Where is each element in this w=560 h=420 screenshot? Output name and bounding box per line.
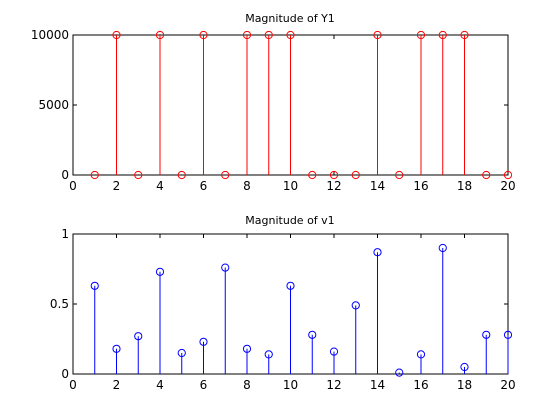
stem-marker-v1	[308, 330, 317, 339]
stem-plot-y1: Magnitude of Y1 0 2 4 6 8 10 12 14 16 18 20 0 5000 10…	[31, 12, 516, 193]
stem-marker-v1	[90, 281, 99, 290]
stem-marker-v1	[373, 248, 382, 257]
stem-marker-v1	[416, 350, 426, 359]
plot-title-y1: Magnitude of Y1	[245, 12, 335, 25]
stem-marker-v1	[242, 344, 252, 353]
stem-marker-y1	[264, 30, 273, 40]
y-tick-label-v1: 0.5	[50, 297, 69, 311]
x-tick-label-y1: 20	[500, 179, 515, 193]
x-tick-label-v1: 8	[243, 378, 251, 392]
stem-marker-v1	[351, 301, 360, 310]
stem-marker-v1	[503, 330, 513, 339]
stem-marker-v1	[286, 281, 295, 290]
x-tick-label-y1: 10	[283, 179, 298, 193]
stem-marker-y1	[221, 170, 230, 180]
x-tick-label-y1: 14	[370, 179, 385, 193]
stem-marker-y1	[482, 170, 491, 180]
x-tick-label-v1: 2	[113, 378, 121, 392]
stem-marker-v1	[264, 350, 273, 359]
stem-marker-y1	[329, 170, 339, 180]
stem-marker-v1	[460, 362, 469, 372]
stem-marker-v1	[438, 243, 447, 253]
stem-marker-v1	[134, 332, 143, 341]
x-tick-label-v1: 0	[69, 378, 77, 392]
x-tick-label-v1: 12	[326, 378, 341, 392]
stem-marker-y1	[503, 170, 513, 180]
x-tick-label-v1: 6	[200, 378, 208, 392]
stem-marker-y1	[373, 30, 382, 40]
y-tick-label-y1: 0	[61, 168, 69, 182]
stem-marker-y1	[416, 30, 426, 40]
stem-marker-y1	[177, 170, 186, 180]
stem-marker-y1	[308, 170, 317, 180]
stem-marker-v1	[199, 337, 208, 346]
x-tick-label-y1: 4	[156, 179, 164, 193]
stem-marker-y1	[395, 170, 404, 180]
stem-marker-y1	[199, 30, 208, 40]
x-tick-label-y1: 2	[113, 179, 121, 193]
stem-marker-v1	[329, 347, 339, 356]
x-tick-label-y1: 16	[413, 179, 428, 193]
plot-title-v1: Magnitude of v1	[245, 214, 334, 227]
stem-marker-v1	[112, 344, 121, 353]
stem-marker-y1	[155, 30, 165, 40]
x-tick-label-v1: 16	[413, 378, 428, 392]
stem-marker-y1	[134, 170, 143, 180]
y-tick-label-y1: 5000	[38, 98, 69, 112]
x-tick-label-y1: 12	[326, 179, 341, 193]
y-tick-label-v1: 0	[61, 367, 69, 381]
stem-marker-y1	[112, 30, 121, 40]
x-tick-label-v1: 4	[156, 378, 164, 392]
stem-plot-v1: Magnitude of v1 0 2 4 6 8 10 12 14 16 18 20 0 0.5 1	[50, 214, 516, 392]
x-tick-label-y1: 0	[69, 179, 77, 193]
stem-marker-v1	[482, 330, 491, 339]
stem-marker-y1	[460, 30, 469, 40]
x-tick-label-y1: 18	[457, 179, 472, 193]
x-tick-label-y1: 8	[243, 179, 251, 193]
stem-marker-y1	[438, 30, 447, 40]
stem-marker-v1	[395, 368, 404, 377]
x-tick-label-v1: 18	[457, 378, 472, 392]
stem-marker-y1	[351, 170, 360, 180]
stem-marker-v1	[177, 348, 186, 358]
x-tick-label-v1: 14	[370, 378, 385, 392]
stem-marker-v1	[155, 267, 165, 276]
y-tick-label-v1: 1	[61, 227, 69, 241]
stem-marker-v1	[221, 263, 230, 272]
stem-marker-y1	[286, 30, 295, 40]
x-tick-label-v1: 20	[500, 378, 515, 392]
x-tick-label-y1: 6	[200, 179, 208, 193]
x-tick-label-v1: 10	[283, 378, 298, 392]
stem-marker-y1	[90, 170, 99, 180]
stem-marker-y1	[242, 30, 252, 40]
y-tick-label-y1: 10000	[31, 28, 69, 42]
